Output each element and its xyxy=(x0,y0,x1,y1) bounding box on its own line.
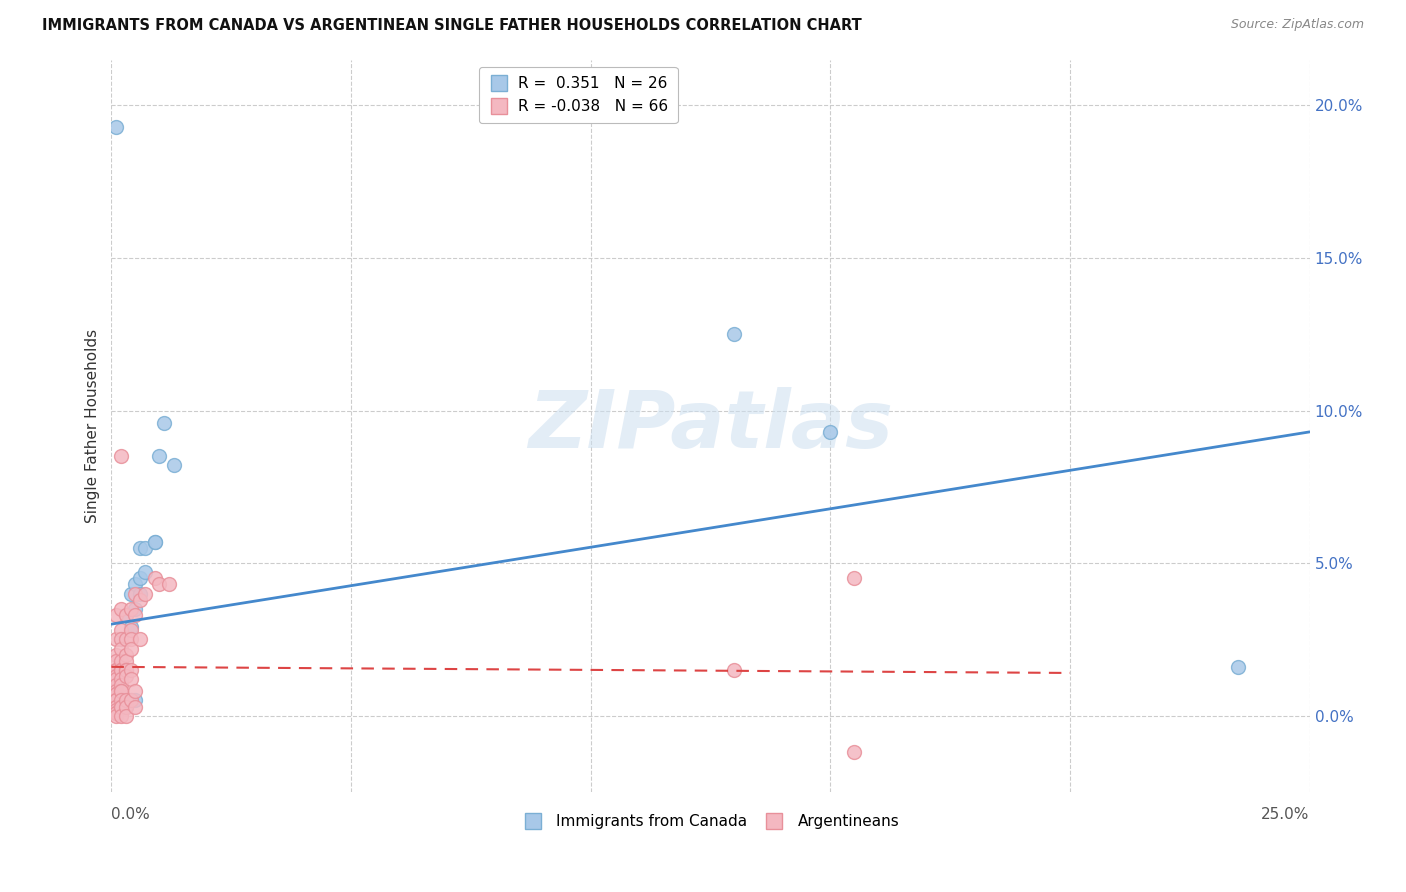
Point xyxy=(110,699,132,714)
Point xyxy=(110,693,132,707)
Point xyxy=(723,327,745,342)
Point xyxy=(134,586,156,600)
Point xyxy=(124,577,146,591)
Point xyxy=(110,663,132,677)
Y-axis label: Single Father Households: Single Father Households xyxy=(86,329,100,523)
Point xyxy=(124,684,146,698)
Point xyxy=(114,607,136,622)
Point xyxy=(110,654,132,668)
Point xyxy=(129,632,152,647)
Point xyxy=(114,663,136,677)
Point xyxy=(129,586,152,600)
Point xyxy=(110,602,132,616)
Point xyxy=(110,632,132,647)
Point xyxy=(110,699,132,714)
Point xyxy=(134,541,156,555)
Point xyxy=(110,624,132,638)
Point xyxy=(114,632,136,647)
Point xyxy=(105,654,128,668)
Point xyxy=(120,663,142,677)
Text: 25.0%: 25.0% xyxy=(1261,807,1309,822)
Point xyxy=(105,693,128,707)
Point xyxy=(110,672,132,686)
Point xyxy=(120,602,142,616)
Point xyxy=(105,607,128,622)
Point xyxy=(105,687,128,701)
Point xyxy=(124,602,146,616)
Text: ZIPatlas: ZIPatlas xyxy=(529,387,893,465)
Point xyxy=(105,632,128,647)
Point xyxy=(124,607,146,622)
Point xyxy=(110,641,132,656)
Text: 0.0%: 0.0% xyxy=(111,807,150,822)
Text: Source: ZipAtlas.com: Source: ZipAtlas.com xyxy=(1230,18,1364,31)
Point xyxy=(143,571,166,585)
Point xyxy=(110,678,132,692)
Point xyxy=(114,708,136,723)
Point xyxy=(105,687,128,701)
Point xyxy=(105,663,128,677)
Point xyxy=(105,663,128,677)
Point xyxy=(110,450,132,464)
Point xyxy=(143,534,166,549)
Point xyxy=(844,745,866,759)
Point xyxy=(105,706,128,720)
Point xyxy=(148,577,170,591)
Point xyxy=(110,708,132,723)
Point xyxy=(114,669,136,683)
Point xyxy=(143,534,166,549)
Point xyxy=(120,693,142,707)
Point xyxy=(120,620,142,634)
Point xyxy=(110,684,132,698)
Point xyxy=(105,699,128,714)
Point xyxy=(129,592,152,607)
Point xyxy=(120,624,142,638)
Point xyxy=(723,663,745,677)
Point xyxy=(114,699,136,714)
Point xyxy=(820,425,842,439)
Point xyxy=(120,672,142,686)
Point xyxy=(129,541,152,555)
Point xyxy=(105,708,128,723)
Legend: Immigrants from Canada, Argentineans: Immigrants from Canada, Argentineans xyxy=(515,808,905,836)
Point xyxy=(105,672,128,686)
Point xyxy=(105,699,128,714)
Point xyxy=(120,586,142,600)
Point xyxy=(110,663,132,677)
Point xyxy=(105,669,128,683)
Point xyxy=(105,648,128,662)
Point xyxy=(120,641,142,656)
Point xyxy=(1226,660,1249,674)
Point xyxy=(110,684,132,698)
Point xyxy=(105,678,128,692)
Point xyxy=(129,571,152,585)
Text: IMMIGRANTS FROM CANADA VS ARGENTINEAN SINGLE FATHER HOUSEHOLDS CORRELATION CHART: IMMIGRANTS FROM CANADA VS ARGENTINEAN SI… xyxy=(42,18,862,33)
Point xyxy=(163,458,186,473)
Point xyxy=(157,577,180,591)
Point xyxy=(105,706,128,720)
Point xyxy=(114,654,136,668)
Point xyxy=(124,693,146,707)
Point xyxy=(114,648,136,662)
Point xyxy=(114,699,136,714)
Point xyxy=(114,663,136,677)
Point xyxy=(105,684,128,698)
Point xyxy=(844,571,866,585)
Point xyxy=(114,663,136,677)
Point xyxy=(120,693,142,707)
Point xyxy=(105,702,128,716)
Point xyxy=(110,632,132,647)
Point xyxy=(153,416,176,430)
Point xyxy=(120,632,142,647)
Point xyxy=(134,566,156,580)
Point xyxy=(148,450,170,464)
Point xyxy=(124,586,146,600)
Point xyxy=(124,699,146,714)
Point xyxy=(114,607,136,622)
Point xyxy=(114,693,136,707)
Point xyxy=(110,654,132,668)
Point xyxy=(105,120,128,134)
Point xyxy=(110,693,132,707)
Point xyxy=(105,693,128,707)
